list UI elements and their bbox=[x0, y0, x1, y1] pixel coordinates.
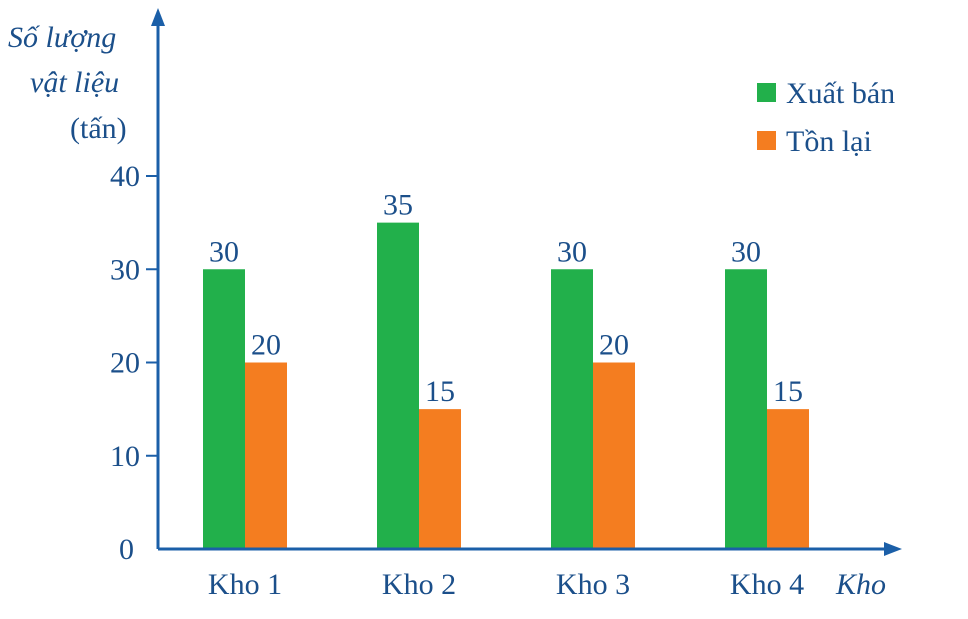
bar-ton-lai bbox=[593, 362, 635, 549]
y-tick-label: 10 bbox=[110, 440, 140, 473]
bar-value-label: 20 bbox=[599, 329, 629, 362]
y-tick-label: 0 bbox=[119, 533, 134, 566]
bar-value-label: 30 bbox=[731, 235, 761, 268]
x-category-label: Kho 2 bbox=[382, 568, 456, 601]
bar-value-label: 20 bbox=[251, 329, 281, 362]
y-axis-title-line-3: (tấn) bbox=[70, 112, 127, 145]
bar-ton-lai bbox=[245, 362, 287, 549]
bar-value-label: 30 bbox=[557, 235, 587, 268]
bars: 30 20 35 15 30 20 30 15 bbox=[203, 189, 809, 549]
x-category-label: Kho 1 bbox=[208, 568, 282, 601]
y-axis-ticks: 0 10 20 30 40 bbox=[110, 160, 158, 566]
y-tick-label: 20 bbox=[110, 347, 140, 380]
axes bbox=[151, 8, 902, 556]
legend-label-ton-lai: Tồn lại bbox=[786, 125, 872, 158]
y-axis-title-line-2: vật liệu bbox=[30, 66, 119, 99]
legend-label-xuat-ban: Xuất bán bbox=[786, 77, 895, 110]
bar-ton-lai bbox=[419, 409, 461, 549]
bar-ton-lai bbox=[767, 409, 809, 549]
bar-xuat-ban bbox=[377, 222, 419, 549]
y-tick-label: 40 bbox=[110, 160, 140, 193]
legend-swatch-xuat-ban bbox=[757, 83, 776, 102]
x-axis-arrow bbox=[884, 542, 902, 556]
bar-value-label: 35 bbox=[383, 189, 413, 222]
y-axis-arrow bbox=[151, 8, 165, 26]
x-axis-categories: Kho 1 Kho 2 Kho 3 Kho 4 bbox=[208, 568, 804, 601]
y-tick-label: 30 bbox=[110, 253, 140, 286]
bar-value-label: 15 bbox=[425, 375, 455, 408]
bar-value-label: 30 bbox=[209, 235, 239, 268]
legend: Xuất bán Tồn lại bbox=[757, 77, 895, 158]
x-axis-title: Kho bbox=[835, 568, 886, 601]
bar-xuat-ban bbox=[725, 269, 767, 549]
legend-swatch-ton-lai bbox=[757, 131, 776, 150]
bar-xuat-ban bbox=[551, 269, 593, 549]
bar-value-label: 15 bbox=[773, 375, 803, 408]
x-category-label: Kho 4 bbox=[730, 568, 804, 601]
bar-xuat-ban bbox=[203, 269, 245, 549]
y-axis-title-line-1: Số lượng bbox=[8, 21, 116, 54]
x-category-label: Kho 3 bbox=[556, 568, 630, 601]
